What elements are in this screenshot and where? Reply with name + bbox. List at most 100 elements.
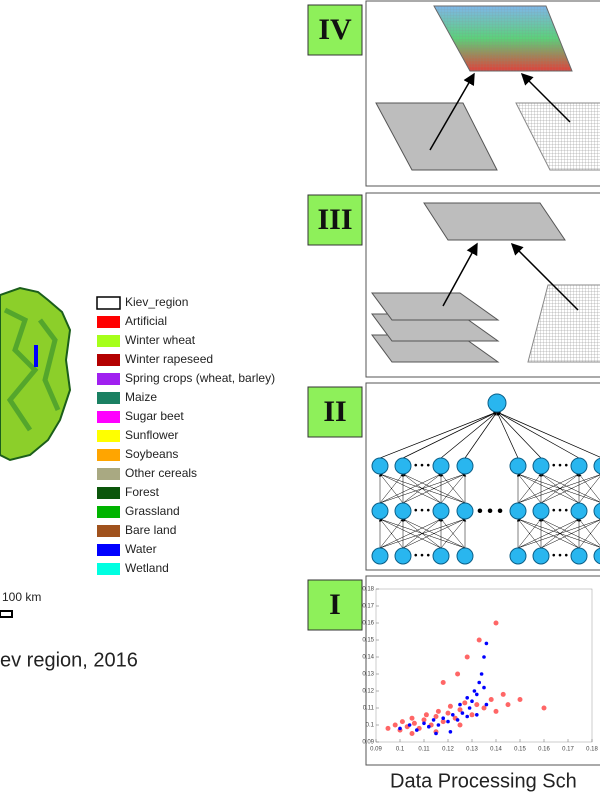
legend-label: Artificial <box>125 314 167 328</box>
neuron <box>371 502 389 520</box>
neuron <box>394 547 412 565</box>
point <box>434 731 438 736</box>
ellipsis: • • • <box>552 506 569 517</box>
point <box>469 712 475 718</box>
point <box>472 689 477 693</box>
legend-label: Maize <box>125 390 157 404</box>
connection <box>496 411 580 459</box>
connection <box>379 518 442 549</box>
panel-label-box <box>307 194 363 246</box>
point <box>427 724 431 729</box>
point <box>457 722 463 728</box>
plot-area <box>375 588 593 743</box>
connection <box>379 473 442 504</box>
point <box>409 715 415 721</box>
y-tick-label: 0.1 <box>366 723 375 729</box>
ellipsis: • • • <box>414 551 431 562</box>
point <box>409 731 415 736</box>
point <box>448 730 453 734</box>
y-tick-label: 0.15 <box>362 638 374 644</box>
neuron <box>432 547 450 565</box>
neuron <box>456 457 474 475</box>
connection <box>402 473 466 504</box>
point <box>462 700 468 706</box>
input-layer <box>375 102 498 171</box>
legend-swatch <box>97 392 120 404</box>
point <box>451 713 455 717</box>
point <box>479 672 484 676</box>
y-tick-label: 0.12 <box>362 689 374 695</box>
point <box>445 710 451 716</box>
point <box>517 697 523 702</box>
ellipsis: • • • <box>477 503 503 520</box>
connection <box>379 518 404 549</box>
x-tick-label: 0.17 <box>562 747 574 753</box>
legend-swatch <box>97 335 120 347</box>
map-region <box>0 286 72 462</box>
connection <box>440 411 498 459</box>
point <box>500 691 506 697</box>
legend-swatch <box>97 563 120 575</box>
connection <box>440 518 466 549</box>
point <box>446 719 450 724</box>
panel-frame <box>365 192 600 378</box>
legend-label: Wetland <box>125 561 169 575</box>
map-caption: ev region, 2016 <box>0 649 138 671</box>
legend-label: Water <box>125 542 157 556</box>
neuron <box>593 547 600 565</box>
y-tick-label: 0.14 <box>362 655 374 661</box>
footer-title: Data Processing Sch <box>390 770 577 792</box>
point <box>422 721 426 726</box>
neuron <box>570 457 588 475</box>
point <box>435 708 441 714</box>
connection <box>517 518 580 549</box>
legend-label: Sunflower <box>125 428 178 442</box>
x-tick-label: 0.09 <box>370 747 382 753</box>
neuron <box>570 502 588 520</box>
panel-label: III <box>317 203 352 236</box>
neuron <box>509 547 527 565</box>
point <box>470 699 474 703</box>
point <box>433 714 439 719</box>
point <box>421 717 427 723</box>
point <box>541 705 547 711</box>
x-tick-label: 0.15 <box>514 747 526 753</box>
point <box>482 685 486 690</box>
legend-swatch <box>97 468 120 480</box>
panel-frame <box>365 382 600 571</box>
legend-swatch <box>97 354 120 366</box>
point <box>493 620 499 626</box>
point <box>385 725 391 731</box>
legend-label: Winter rapeseed <box>125 352 213 366</box>
x-tick-label: 0.1 <box>396 747 405 753</box>
neuron <box>532 457 550 475</box>
legend-swatch <box>97 373 120 385</box>
map-water <box>34 345 38 367</box>
point <box>484 702 489 707</box>
ellipsis: • • • <box>414 461 431 472</box>
point <box>488 697 494 702</box>
point <box>460 711 465 715</box>
panel-label: IV <box>318 13 352 46</box>
panel-label-box <box>307 386 363 438</box>
legend-swatch <box>97 411 120 423</box>
neuron <box>456 547 474 565</box>
scale-bar <box>0 610 13 618</box>
y-tick-label: 0.17 <box>362 604 374 610</box>
neuron <box>456 502 474 520</box>
y-tick-label: 0.16 <box>362 621 374 627</box>
legend-label: Kiev_region <box>125 295 188 309</box>
point <box>392 722 398 728</box>
point <box>441 716 446 720</box>
point <box>455 671 461 677</box>
y-tick-label: 0.13 <box>362 672 374 678</box>
y-tick-label: 0.11 <box>363 706 375 712</box>
panel-label-box <box>307 4 363 56</box>
ellipsis: • • • <box>552 461 569 472</box>
grid-layer <box>527 284 600 363</box>
connection <box>402 411 498 459</box>
connection <box>578 473 600 501</box>
connection <box>464 411 498 459</box>
point <box>505 702 511 708</box>
point <box>447 703 453 709</box>
